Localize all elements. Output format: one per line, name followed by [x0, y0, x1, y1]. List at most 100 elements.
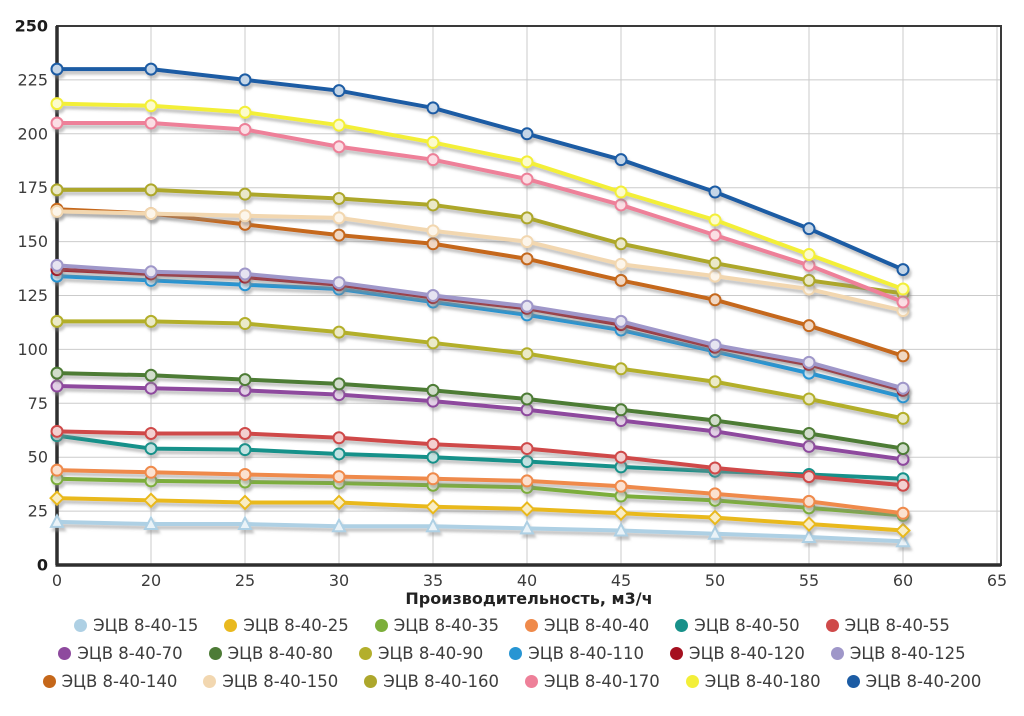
legend-item-эцв-8-40-55[interactable]: ЭЦВ 8-40-55: [825, 616, 950, 635]
data-point: [332, 84, 346, 98]
data-point: [708, 256, 722, 270]
legend-label: ЭЦВ 8-40-50: [694, 616, 800, 635]
data-point: [613, 505, 629, 522]
data-point: [143, 492, 159, 509]
x-tick-label: 60: [893, 571, 913, 590]
data-point: [802, 258, 816, 272]
legend-label: ЭЦВ 8-40-180: [704, 672, 821, 691]
legend-item-эцв-8-40-80[interactable]: ЭЦВ 8-40-80: [208, 644, 333, 663]
series-эцв-8-40-80: [50, 366, 910, 456]
data-point: [332, 431, 346, 445]
data-point: [426, 383, 440, 397]
data-point: [802, 392, 816, 406]
legend-item-эцв-8-40-35[interactable]: ЭЦВ 8-40-35: [374, 616, 499, 635]
legend-item-эцв-8-40-70[interactable]: ЭЦВ 8-40-70: [58, 644, 183, 663]
legend-swatch-icon: [58, 647, 72, 660]
series-эцв-8-40-15: [49, 513, 911, 548]
series-эцв-8-40-200: [50, 62, 910, 277]
data-point: [802, 494, 816, 508]
data-point: [896, 381, 910, 395]
legend-item-эцв-8-40-90[interactable]: ЭЦВ 8-40-90: [358, 644, 483, 663]
data-point: [332, 377, 346, 391]
data-point: [238, 187, 252, 201]
legend-label: ЭЦВ 8-40-150: [222, 672, 339, 691]
legend-swatch-icon: [364, 675, 378, 688]
data-point: [520, 299, 534, 313]
legend-swatch-icon: [846, 675, 860, 688]
data-point: [49, 490, 65, 507]
data-point: [238, 267, 252, 281]
series-эцв-8-40-150: [50, 204, 910, 318]
data-point: [426, 450, 440, 464]
data-point: [708, 228, 722, 242]
data-point: [520, 347, 534, 361]
legend-item-эцв-8-40-50[interactable]: ЭЦВ 8-40-50: [675, 616, 800, 635]
data-point: [332, 140, 346, 154]
data-point: [708, 487, 722, 501]
x-tick-label: 55: [799, 571, 819, 590]
data-point: [332, 447, 346, 461]
legend-item-эцв-8-40-25[interactable]: ЭЦВ 8-40-25: [224, 616, 349, 635]
data-point: [332, 211, 346, 225]
y-tick-label: 25: [28, 502, 48, 521]
series-эцв-8-40-70: [50, 379, 910, 466]
data-point: [520, 455, 534, 469]
legend-item-эцв-8-40-170[interactable]: ЭЦВ 8-40-170: [525, 672, 660, 691]
y-tick-label: 225: [17, 70, 48, 89]
legend-swatch-icon: [675, 619, 689, 632]
data-point: [426, 394, 440, 408]
legend-item-эцв-8-40-200[interactable]: ЭЦВ 8-40-200: [846, 672, 982, 691]
legend-swatch-icon: [74, 619, 88, 632]
legend-label: ЭЦВ 8-40-200: [865, 672, 982, 691]
legend-item-эцв-8-40-180[interactable]: ЭЦВ 8-40-180: [685, 672, 821, 691]
data-point: [708, 185, 722, 199]
axis-tick-labels: 0 25 50 75 100 125 150 175 200 225 250 0 20 25 30 35 40 4…: [15, 17, 1008, 591]
data-point: [614, 479, 628, 493]
data-point: [426, 289, 440, 302]
chart-legend: ЭЦВ 8-40-15 ЭЦВ 8-40-25 ЭЦВ 8-40-35 ЭЦВ 8-4…: [0, 616, 1024, 691]
x-tick-label: 40: [517, 571, 537, 590]
data-point: [520, 172, 534, 186]
data-point: [520, 474, 534, 488]
data-point: [332, 388, 346, 402]
series-эцв-8-40-25: [49, 490, 911, 539]
legend-label: ЭЦВ 8-40-55: [844, 616, 950, 635]
legend-item-эцв-8-40-120[interactable]: ЭЦВ 8-40-120: [670, 644, 805, 663]
data-point: [50, 463, 64, 477]
data-point: [519, 519, 535, 535]
data-point: [238, 467, 252, 481]
legend-swatch-icon: [525, 619, 538, 632]
legend-label: ЭЦВ 8-40-80: [227, 644, 333, 663]
data-point: [614, 153, 628, 167]
data-point: [238, 426, 252, 440]
y-tick-label: 175: [17, 178, 48, 197]
data-point: [708, 424, 722, 438]
data-point: [896, 411, 910, 425]
legend-swatch-icon: [525, 675, 538, 688]
legend-swatch-icon: [208, 647, 222, 660]
data-point: [50, 183, 64, 197]
x-axis-title: Производительность, м3/ч: [405, 589, 652, 608]
data-point: [237, 494, 253, 511]
data-point: [520, 403, 534, 417]
series-эцв-8-40-55: [50, 424, 910, 492]
legend-item-эцв-8-40-150[interactable]: ЭЦВ 8-40-150: [203, 672, 338, 691]
legend-label: ЭЦВ 8-40-35: [393, 616, 499, 635]
legend-item-эцв-8-40-160[interactable]: ЭЦВ 8-40-160: [364, 672, 499, 691]
data-point: [238, 209, 252, 223]
legend-label: ЭЦВ 8-40-15: [93, 616, 199, 635]
data-point: [331, 494, 347, 511]
legend-item-эцв-8-40-125[interactable]: ЭЦВ 8-40-125: [830, 644, 966, 663]
legend-label: ЭЦВ 8-40-110: [528, 644, 645, 663]
legend-label: ЭЦВ 8-40-160: [383, 672, 499, 691]
legend-item-эцв-8-40-15[interactable]: ЭЦВ 8-40-15: [74, 616, 198, 635]
data-point: [144, 265, 158, 279]
legend-item-эцв-8-40-140[interactable]: ЭЦВ 8-40-140: [42, 672, 177, 691]
series-эцв-8-40-90: [50, 314, 910, 425]
data-point: [613, 521, 629, 537]
x-tick-label: 20: [141, 571, 161, 590]
data-point: [49, 513, 65, 528]
legend-item-эцв-8-40-110[interactable]: ЭЦВ 8-40-110: [509, 644, 644, 663]
y-tick-label: 100: [17, 340, 48, 359]
legend-item-эцв-8-40-40[interactable]: ЭЦВ 8-40-40: [525, 616, 649, 635]
